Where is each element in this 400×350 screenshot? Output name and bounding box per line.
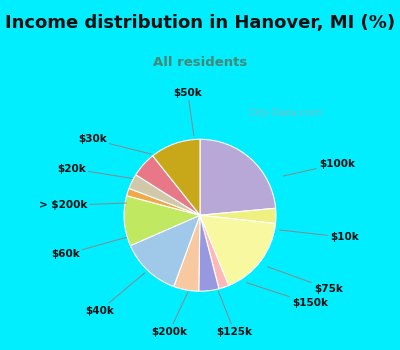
Text: $100k: $100k bbox=[283, 159, 355, 176]
Wedge shape bbox=[200, 215, 276, 286]
Wedge shape bbox=[200, 208, 276, 224]
Text: $40k: $40k bbox=[85, 273, 145, 316]
Text: $10k: $10k bbox=[280, 230, 359, 242]
Text: > $200k: > $200k bbox=[39, 201, 126, 210]
Text: City-Data.com: City-Data.com bbox=[249, 108, 323, 118]
Wedge shape bbox=[200, 215, 229, 289]
Text: $30k: $30k bbox=[78, 134, 151, 154]
Text: $125k: $125k bbox=[216, 291, 252, 337]
Text: $60k: $60k bbox=[51, 237, 126, 259]
Text: All residents: All residents bbox=[153, 56, 247, 69]
Text: $200k: $200k bbox=[151, 293, 188, 337]
Text: $150k: $150k bbox=[246, 283, 328, 308]
Wedge shape bbox=[153, 139, 200, 215]
Text: $50k: $50k bbox=[173, 88, 202, 135]
Text: $20k: $20k bbox=[57, 164, 133, 178]
Wedge shape bbox=[136, 156, 200, 215]
Wedge shape bbox=[124, 196, 200, 246]
Wedge shape bbox=[174, 215, 200, 291]
Wedge shape bbox=[200, 139, 276, 215]
Text: Income distribution in Hanover, MI (%): Income distribution in Hanover, MI (%) bbox=[5, 14, 395, 32]
Text: $75k: $75k bbox=[267, 267, 343, 294]
Wedge shape bbox=[130, 215, 200, 287]
Wedge shape bbox=[129, 175, 200, 215]
Wedge shape bbox=[199, 215, 219, 291]
Wedge shape bbox=[127, 188, 200, 215]
